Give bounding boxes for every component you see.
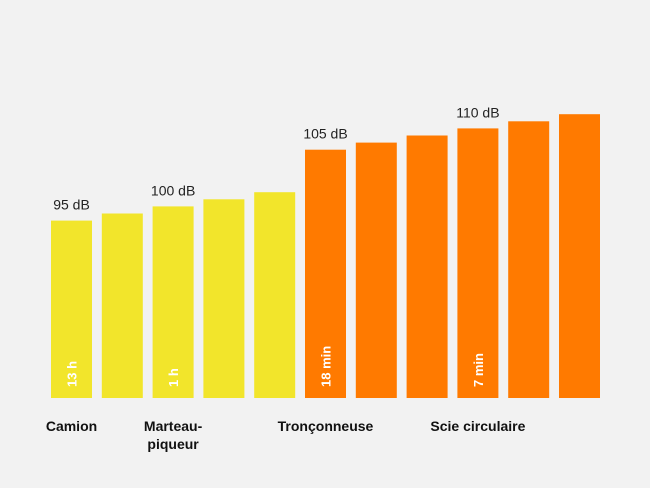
- category-label-line: Scie circulaire: [430, 418, 525, 434]
- bar-6: [355, 142, 397, 398]
- category-label-2: Marteau-piqueur: [144, 418, 203, 452]
- bar-0: [51, 220, 92, 398]
- value-label-2: 100 dB: [151, 182, 195, 198]
- category-label-line: Marteau-: [144, 418, 203, 434]
- category-label-line: Camion: [46, 418, 97, 434]
- duration-label-8: 7 min: [471, 353, 486, 387]
- value-label-8: 110 dB: [456, 104, 499, 120]
- bar-1: [101, 213, 143, 398]
- duration-label-2: 1 h: [166, 368, 181, 387]
- bar-9: [508, 121, 550, 399]
- bar-2: [152, 206, 194, 398]
- duration-label-5: 18 min: [319, 346, 334, 387]
- bar-7: [406, 135, 448, 398]
- category-label-line: Tronçonneuse: [278, 418, 374, 434]
- bar-4: [254, 192, 296, 398]
- value-label-0: 95 dB: [53, 197, 90, 213]
- bar-10: [559, 114, 600, 398]
- category-label-0: Camion: [46, 418, 97, 434]
- bar-8: [457, 128, 499, 398]
- duration-label-0: 13 h: [65, 361, 80, 387]
- category-label-8: Scie circulaire: [430, 418, 525, 434]
- category-label-line: piqueur: [147, 436, 199, 452]
- value-label-5: 105 dB: [303, 126, 347, 142]
- bar-3: [203, 199, 245, 398]
- category-label-5: Tronçonneuse: [278, 418, 374, 434]
- bar-5: [305, 149, 346, 398]
